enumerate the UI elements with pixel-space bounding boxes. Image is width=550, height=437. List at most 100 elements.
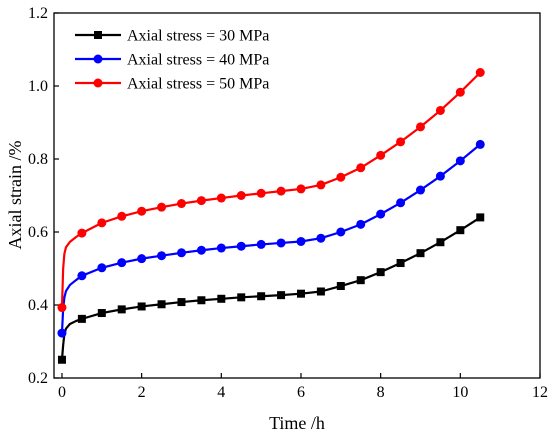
legend-label: Axial stress = 50 MPa xyxy=(127,76,269,93)
y-tick-label: 0.2 xyxy=(28,370,48,387)
legend-marker xyxy=(93,78,103,88)
data-point xyxy=(415,122,425,132)
data-point xyxy=(237,293,246,302)
data-point xyxy=(57,303,67,313)
data-point xyxy=(217,294,226,303)
data-point xyxy=(356,163,366,173)
legend-item: Axial stress = 40 MPa xyxy=(75,52,269,69)
data-point xyxy=(475,67,485,77)
data-point xyxy=(236,241,246,251)
x-tick-label: 8 xyxy=(377,384,385,401)
data-point xyxy=(137,206,147,216)
data-point xyxy=(296,236,306,246)
y-tick-label: 1.2 xyxy=(28,5,48,22)
data-point xyxy=(476,213,485,222)
data-point xyxy=(316,233,326,243)
data-point xyxy=(197,296,206,305)
data-point xyxy=(137,254,147,264)
data-point xyxy=(336,282,345,291)
data-point xyxy=(236,191,246,200)
legend-item: Axial stress = 50 MPa xyxy=(75,76,269,93)
y-tick-label: 1.0 xyxy=(28,78,48,95)
legend-marker xyxy=(93,54,103,64)
legend-label: Axial stress = 30 MPa xyxy=(127,28,269,45)
data-point xyxy=(336,227,346,237)
x-tick-label: 10 xyxy=(452,384,468,401)
data-point xyxy=(316,287,325,296)
plot-frame xyxy=(53,12,541,379)
x-tick-label: 12 xyxy=(532,384,548,401)
data-point xyxy=(57,355,66,364)
data-point xyxy=(396,198,406,208)
x-tick-label: 0 xyxy=(58,384,66,401)
data-point xyxy=(456,226,465,235)
data-point xyxy=(176,199,186,209)
x-tick-label: 6 xyxy=(297,384,305,401)
data-point xyxy=(117,211,127,221)
data-point xyxy=(376,268,385,277)
y-tick-label: 0.8 xyxy=(28,151,48,168)
data-point xyxy=(277,291,286,300)
data-point xyxy=(316,180,326,190)
data-point xyxy=(257,292,266,301)
data-point xyxy=(77,271,87,281)
series-layer xyxy=(57,67,485,364)
x-tick-label: 2 xyxy=(138,384,146,401)
series-1 xyxy=(57,213,485,364)
data-point xyxy=(376,150,386,160)
data-point xyxy=(196,245,206,255)
data-point xyxy=(216,243,226,253)
x-axis-ticks: 0 2 4 6 8 10 12 xyxy=(58,373,548,401)
data-point xyxy=(296,289,305,298)
y-axis-label: Axial strain /% xyxy=(5,141,25,250)
series-line xyxy=(60,216,481,360)
data-point xyxy=(57,328,67,338)
data-point xyxy=(276,186,286,196)
data-point xyxy=(396,259,405,268)
data-point xyxy=(256,239,266,249)
data-point xyxy=(475,139,485,149)
y-tick-label: 0.4 xyxy=(28,297,48,314)
data-point xyxy=(157,202,167,212)
legend-label: Axial stress = 40 MPa xyxy=(127,52,269,69)
data-point xyxy=(396,137,406,147)
data-point xyxy=(77,314,86,323)
data-point xyxy=(455,87,465,97)
data-point xyxy=(97,218,107,228)
data-point xyxy=(77,228,87,238)
data-point xyxy=(356,219,366,229)
data-point xyxy=(117,258,127,268)
data-point xyxy=(157,300,166,309)
series-2 xyxy=(57,139,485,338)
data-point xyxy=(416,249,425,258)
legend-item: Axial stress = 30 MPa xyxy=(75,28,269,45)
legend-marker xyxy=(94,31,102,39)
x-axis-label: Time /h xyxy=(269,413,325,433)
data-point xyxy=(137,302,146,311)
data-point xyxy=(216,193,226,203)
data-point xyxy=(415,185,425,195)
data-point xyxy=(376,209,386,219)
data-point xyxy=(356,276,365,285)
series-3 xyxy=(57,67,485,313)
y-axis-ticks: 0.2 0.4 0.6 0.8 1.0 1.2 xyxy=(28,5,59,387)
data-point xyxy=(336,172,346,182)
data-point xyxy=(176,248,186,258)
series-line xyxy=(60,143,481,334)
data-point xyxy=(177,298,186,307)
data-point xyxy=(117,305,126,314)
x-tick-label: 4 xyxy=(217,384,225,401)
y-tick-label: 0.6 xyxy=(28,224,48,241)
data-point xyxy=(436,238,445,247)
data-point xyxy=(97,263,107,273)
data-point xyxy=(296,184,306,194)
data-point xyxy=(276,238,286,248)
data-point xyxy=(435,105,445,115)
data-point xyxy=(157,251,167,261)
legend: Axial stress = 30 MPa Axial stress = 40 M… xyxy=(75,28,269,93)
data-point xyxy=(435,171,445,181)
data-point xyxy=(97,309,106,318)
data-point xyxy=(256,188,266,198)
data-point xyxy=(196,196,206,206)
